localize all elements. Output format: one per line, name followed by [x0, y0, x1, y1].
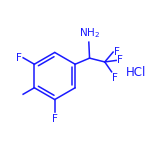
Text: F: F	[16, 53, 22, 63]
Text: F: F	[114, 47, 120, 57]
Text: HCl: HCl	[126, 66, 146, 79]
Text: NH$_2$: NH$_2$	[79, 27, 100, 40]
Text: F: F	[52, 114, 58, 124]
Text: F: F	[117, 55, 123, 65]
Text: F: F	[112, 73, 118, 83]
